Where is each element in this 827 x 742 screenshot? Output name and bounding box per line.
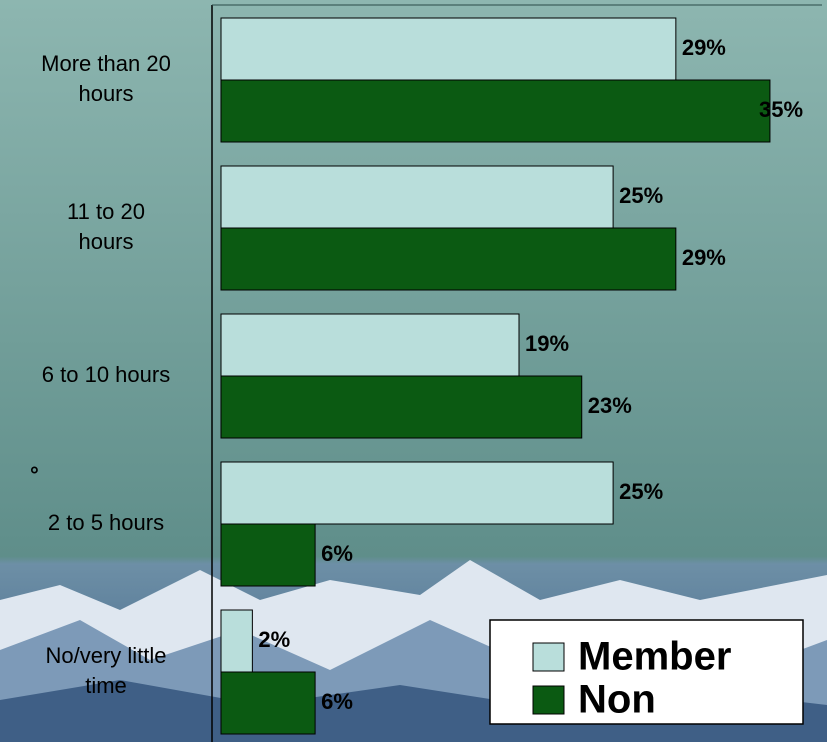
category-label: 11 to 20 hours	[67, 199, 145, 254]
bar	[220, 523, 316, 587]
bar	[220, 461, 614, 525]
category-label: No/very little time	[45, 643, 167, 698]
value-label: 2%	[258, 627, 290, 652]
value-label: 25%	[619, 183, 663, 208]
bar	[220, 165, 614, 229]
annotation: °	[30, 462, 39, 487]
value-label: 29%	[682, 35, 726, 60]
legend	[489, 619, 804, 725]
category-label: 6 to 10 hours	[41, 362, 171, 387]
bar	[220, 313, 520, 377]
legend-label: Non	[578, 678, 656, 722]
value-label: 29%	[682, 245, 726, 270]
value-label: 6%	[321, 689, 353, 714]
value-label: 35%	[759, 97, 803, 122]
legend-swatch	[532, 685, 565, 715]
value-label: 19%	[525, 331, 569, 356]
category-label: More than 20 hours	[41, 51, 171, 106]
mountains-base	[0, 680, 827, 742]
category-label: 2 to 5 hours	[47, 510, 165, 535]
bar	[220, 79, 771, 143]
bar	[220, 17, 677, 81]
legend-swatch	[532, 642, 565, 672]
bar	[220, 671, 316, 735]
bar	[220, 375, 583, 439]
value-label: 6%	[321, 541, 353, 566]
value-label: 23%	[588, 393, 632, 418]
bar	[220, 227, 677, 291]
legend-label: Member	[578, 635, 731, 679]
legend-box	[489, 619, 804, 725]
bar	[220, 609, 253, 673]
value-label: 25%	[619, 479, 663, 504]
